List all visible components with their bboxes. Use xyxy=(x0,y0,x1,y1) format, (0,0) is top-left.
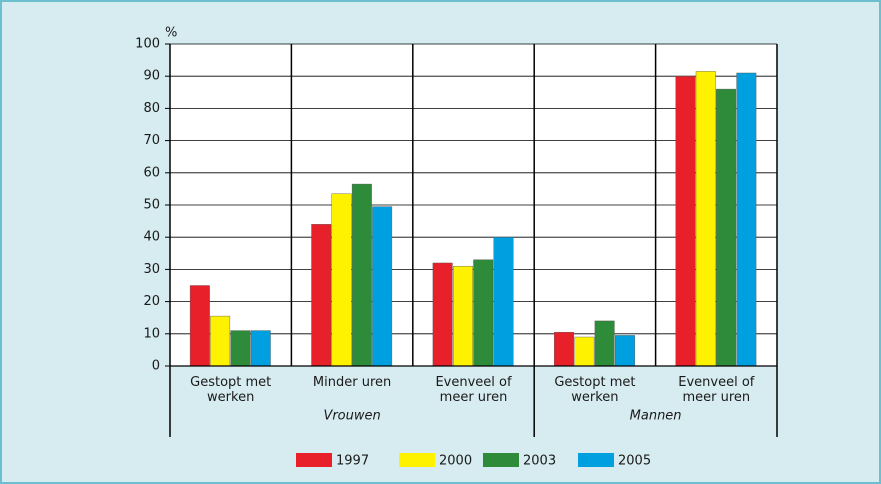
bar xyxy=(250,330,271,367)
legend-label: 2003 xyxy=(523,454,556,469)
legend-swatch xyxy=(483,453,519,467)
y-tick-label: 30 xyxy=(143,262,160,277)
x-tick-label: Evenveel of meer uren xyxy=(678,375,755,405)
y-tick-label: 80 xyxy=(143,101,160,116)
y-tick-label: 10 xyxy=(143,326,160,341)
legend-label: 1997 xyxy=(336,454,369,469)
legend-swatch xyxy=(296,453,332,467)
y-tick-label: 50 xyxy=(143,198,160,213)
legend-swatch xyxy=(399,453,435,467)
group-label: Mannen xyxy=(630,409,682,424)
y-tick-label: 90 xyxy=(143,69,160,84)
bar xyxy=(615,335,635,367)
bar xyxy=(372,206,393,367)
y-tick-label: 70 xyxy=(143,133,160,148)
bar xyxy=(331,193,352,367)
bar xyxy=(675,75,696,367)
legend-label: 2005 xyxy=(618,454,651,469)
legend-label: 2000 xyxy=(439,454,472,469)
bar xyxy=(210,315,231,367)
bar xyxy=(493,236,514,367)
group-label: Vrouwen xyxy=(323,409,380,424)
bar xyxy=(351,183,372,367)
bar xyxy=(453,265,473,367)
bar xyxy=(230,330,251,367)
bar xyxy=(554,331,574,367)
legend-swatch xyxy=(578,453,614,467)
y-tick-label: 60 xyxy=(143,165,160,180)
bar xyxy=(695,71,716,367)
y-tick-label: 20 xyxy=(143,294,160,309)
x-tick-label: Minder uren xyxy=(313,375,391,390)
y-tick-label: 40 xyxy=(143,230,160,245)
bar xyxy=(574,336,595,367)
x-tick-label: Evenveel of meer uren xyxy=(435,375,512,405)
bar xyxy=(311,224,332,367)
y-unit: % xyxy=(165,26,177,41)
bar xyxy=(716,88,736,367)
bar xyxy=(736,72,757,367)
bar xyxy=(473,259,494,367)
bar xyxy=(189,285,210,367)
y-tick-label: 100 xyxy=(135,37,160,52)
y-tick-label: 0 xyxy=(152,359,160,374)
bar xyxy=(594,320,615,367)
bar xyxy=(432,262,453,367)
x-tick-label: Gestopt met werken xyxy=(190,375,271,405)
x-tick-label: Gestopt met werken xyxy=(554,375,635,405)
